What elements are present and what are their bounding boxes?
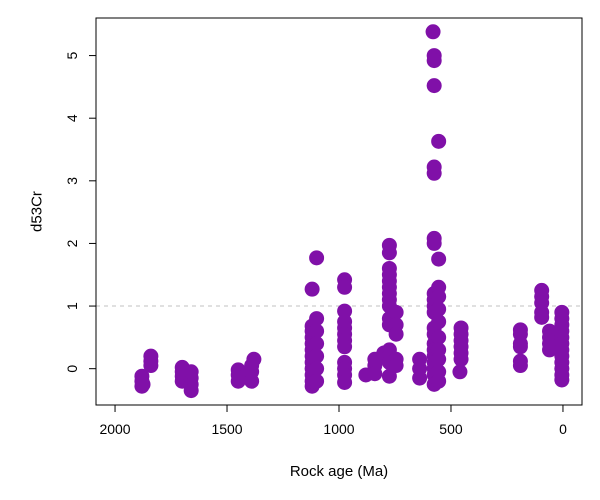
data-point: [452, 364, 468, 380]
data-point: [431, 251, 447, 267]
data-point: [412, 370, 428, 386]
y-axis: 0 1 2 3 4 5: [64, 51, 96, 373]
data-point: [309, 348, 325, 364]
data-point: [426, 165, 442, 181]
x-tick-label: 1000: [323, 421, 354, 437]
data-point: [512, 358, 528, 374]
y-tick-label: 0: [64, 365, 80, 373]
y-axis-title: d53Cr: [28, 191, 45, 232]
data-point: [431, 351, 447, 367]
y-tick-label: 1: [64, 302, 80, 310]
x-tick-label: 0: [559, 421, 567, 437]
data-point: [367, 366, 383, 382]
data-point: [309, 336, 325, 352]
data-point: [246, 351, 262, 367]
x-axis: 2000 1500 1000 500 0: [99, 405, 567, 437]
y-tick-label: 3: [64, 177, 80, 185]
data-point: [337, 339, 353, 355]
data-point: [453, 351, 469, 367]
data-point: [431, 301, 447, 317]
data-point: [534, 309, 550, 325]
data-point: [431, 329, 447, 345]
data-point: [426, 78, 442, 94]
data-point: [309, 323, 325, 339]
data-point: [143, 348, 159, 364]
data-point: [337, 374, 353, 390]
data-point: [431, 133, 447, 149]
x-tick-label: 1500: [211, 421, 242, 437]
data-point: [388, 358, 404, 374]
data-point: [426, 53, 442, 69]
data-point: [426, 235, 442, 251]
data-point: [183, 364, 199, 380]
data-point: [388, 326, 404, 342]
points-layer: [134, 24, 570, 399]
data-point: [337, 303, 353, 319]
data-point: [512, 339, 528, 355]
data-point: [309, 361, 325, 377]
data-point: [388, 304, 404, 320]
data-point: [431, 373, 447, 389]
y-tick-label: 5: [64, 51, 80, 59]
data-point: [309, 250, 325, 266]
data-point: [309, 311, 325, 327]
data-point: [554, 372, 570, 388]
data-point: [381, 368, 397, 384]
x-tick-label: 2000: [99, 421, 130, 437]
data-point: [425, 24, 441, 40]
y-tick-label: 2: [64, 239, 80, 247]
data-point: [135, 376, 151, 392]
data-point: [381, 245, 397, 261]
y-tick-label: 4: [64, 114, 80, 122]
data-point: [304, 281, 320, 297]
x-tick-label: 500: [439, 421, 463, 437]
data-point: [309, 373, 325, 389]
data-point: [431, 289, 447, 305]
data-point: [431, 314, 447, 330]
data-point: [337, 279, 353, 295]
x-axis-title: Rock age (Ma): [290, 463, 388, 480]
